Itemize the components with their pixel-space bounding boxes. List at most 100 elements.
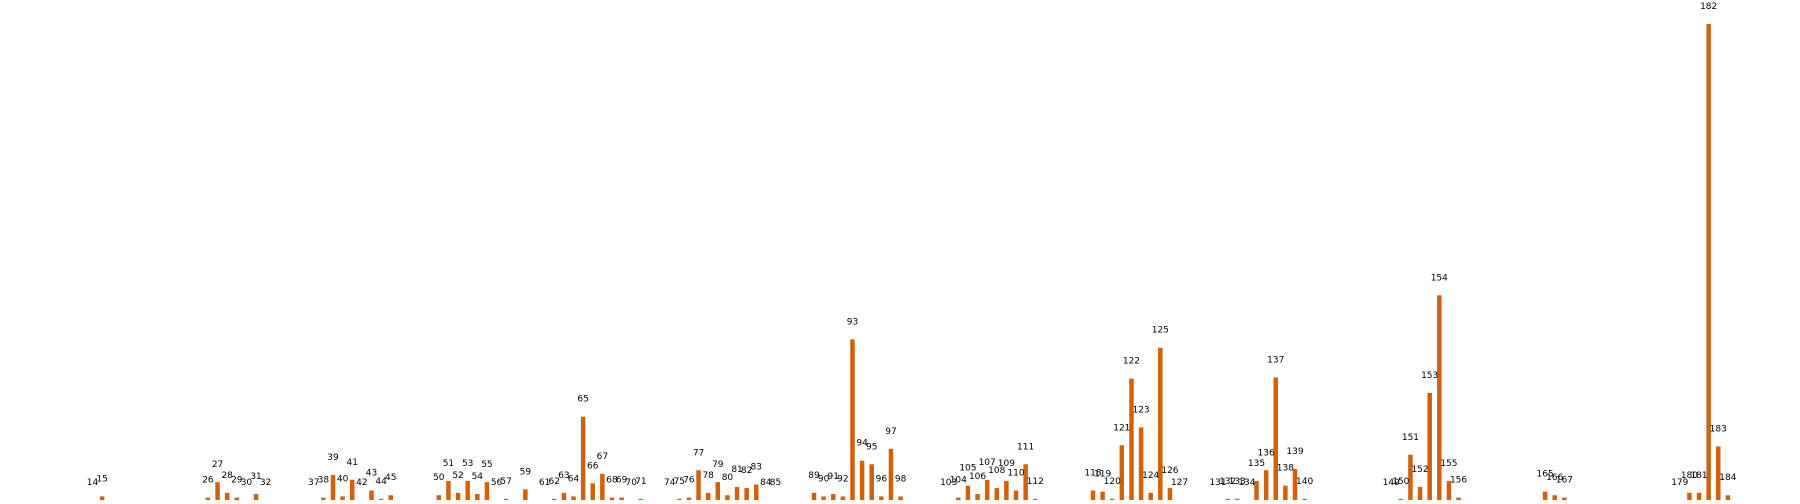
- bar-105: [965, 485, 971, 500]
- data-label-98: 98: [895, 474, 907, 484]
- data-label-92: 92: [837, 474, 848, 484]
- bar-59: [523, 489, 528, 500]
- data-label-125: 125: [1152, 326, 1169, 336]
- data-label-122: 122: [1123, 357, 1140, 367]
- bar-39: [330, 475, 336, 500]
- bar-80: [725, 495, 730, 500]
- data-label-38: 38: [318, 476, 330, 486]
- bar-152: [1417, 486, 1423, 500]
- data-label-51: 51: [443, 459, 454, 469]
- bar-155: [1446, 480, 1452, 500]
- bar-97: [888, 448, 894, 500]
- data-label-109: 109: [998, 459, 1015, 469]
- bar-96: [879, 496, 884, 500]
- bar-139: [1292, 469, 1298, 500]
- data-label-42: 42: [356, 478, 367, 488]
- data-label-154: 154: [1431, 273, 1448, 283]
- data-label-180: 180: [1681, 471, 1698, 481]
- bar-68: [609, 497, 615, 500]
- bar-93: [850, 339, 855, 500]
- data-label-67: 67: [597, 452, 608, 462]
- bar-123: [1138, 427, 1144, 500]
- data-label-138: 138: [1277, 464, 1294, 474]
- bar-91: [830, 494, 836, 500]
- data-label-85: 85: [770, 478, 781, 488]
- bar-180: [1687, 492, 1692, 500]
- bar-151: [1408, 454, 1413, 500]
- data-label-31: 31: [250, 472, 261, 482]
- data-label-93: 93: [847, 317, 858, 327]
- data-label-28: 28: [221, 471, 233, 481]
- data-label-69: 69: [616, 476, 628, 486]
- data-label-140: 140: [1296, 477, 1313, 487]
- bar-55: [484, 482, 490, 500]
- data-label-65: 65: [577, 395, 588, 405]
- data-label-89: 89: [808, 471, 820, 481]
- bar-63: [561, 492, 567, 500]
- data-label-26: 26: [202, 476, 214, 486]
- data-label-54: 54: [472, 472, 484, 482]
- data-label-120: 120: [1104, 477, 1121, 487]
- data-label-135: 135: [1248, 459, 1265, 469]
- data-label-96: 96: [876, 474, 888, 484]
- data-label-75: 75: [674, 477, 685, 487]
- bar-82: [744, 488, 749, 500]
- data-label-83: 83: [751, 463, 762, 473]
- data-label-94: 94: [856, 439, 868, 449]
- bar-78: [705, 492, 711, 500]
- bar-156: [1456, 497, 1461, 500]
- data-label-55: 55: [481, 460, 492, 470]
- data-label-184: 184: [1719, 473, 1736, 483]
- bar-90: [821, 496, 826, 500]
- bar-184: [1725, 495, 1731, 500]
- data-label-59: 59: [520, 467, 532, 477]
- data-label-61: 61: [539, 478, 550, 488]
- bar-52: [455, 492, 461, 500]
- data-label-136: 136: [1258, 448, 1275, 458]
- data-label-179: 179: [1671, 478, 1688, 488]
- bar-182: [1706, 24, 1711, 500]
- bar-150: [1398, 498, 1404, 500]
- bar-40: [340, 496, 345, 500]
- bar-132: [1225, 498, 1230, 500]
- bar-62: [552, 498, 557, 500]
- bar-38: [321, 497, 326, 500]
- bar-94: [859, 460, 865, 500]
- bar-107: [984, 479, 990, 500]
- data-label-37: 37: [308, 478, 319, 488]
- bar-166: [1552, 495, 1557, 500]
- data-label-111: 111: [1017, 442, 1034, 452]
- bar-15: [99, 496, 105, 500]
- data-label-30: 30: [241, 478, 253, 488]
- data-label-70: 70: [625, 478, 637, 488]
- bar-125: [1158, 347, 1163, 500]
- data-label-133: 133: [1229, 477, 1246, 487]
- data-label-32: 32: [260, 478, 271, 488]
- bar-126: [1167, 488, 1173, 500]
- data-label-124: 124: [1142, 471, 1159, 481]
- data-label-66: 66: [587, 461, 599, 471]
- bar-31: [253, 494, 259, 500]
- bar-76: [686, 497, 692, 500]
- bar-27: [215, 482, 220, 500]
- bar-64: [571, 496, 576, 500]
- bar-121: [1119, 445, 1125, 500]
- bar-165: [1542, 491, 1548, 500]
- bar-77: [696, 470, 701, 500]
- data-label-182: 182: [1700, 2, 1717, 12]
- bar-65: [580, 416, 586, 500]
- bar-54: [475, 494, 480, 500]
- data-label-103: 103: [940, 478, 957, 488]
- data-label-121: 121: [1113, 423, 1130, 433]
- bar-153: [1427, 392, 1432, 500]
- data-label-165: 165: [1537, 470, 1554, 480]
- data-label-74: 74: [664, 478, 676, 488]
- data-label-150: 150: [1392, 477, 1409, 487]
- bar-44: [378, 498, 384, 500]
- data-label-123: 123: [1132, 405, 1149, 415]
- bar-106: [975, 494, 980, 500]
- data-label-95: 95: [866, 442, 877, 452]
- data-label-181: 181: [1690, 471, 1707, 481]
- bars-layer: [99, 24, 1731, 500]
